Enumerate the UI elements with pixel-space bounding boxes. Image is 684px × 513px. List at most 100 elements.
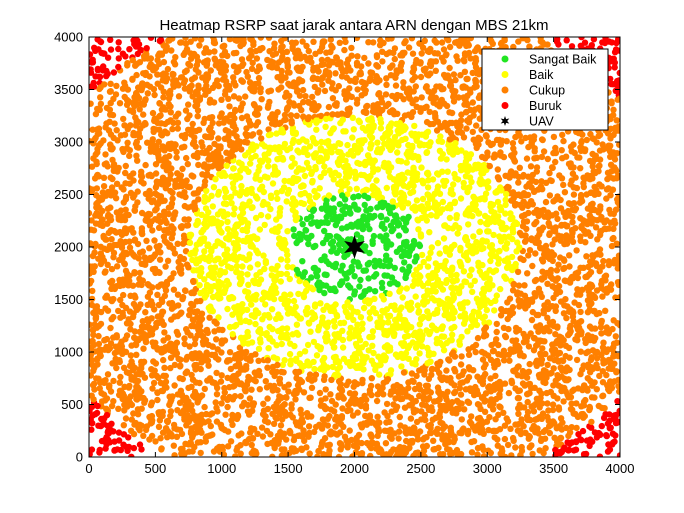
- data-point-cukup: [193, 53, 201, 60]
- data-point-baik: [334, 371, 342, 379]
- data-point-baik: [466, 272, 473, 279]
- data-point-cukup: [328, 376, 335, 384]
- data-point-cukup: [451, 365, 458, 373]
- data-point-cukup: [170, 442, 177, 449]
- data-point-baik: [364, 152, 372, 159]
- data-point-cukup: [506, 357, 513, 364]
- data-point-baik: [242, 226, 250, 234]
- data-point-cukup: [498, 450, 505, 457]
- data-point-baik: [313, 352, 321, 359]
- data-point-baik: [258, 330, 265, 337]
- data-point-cukup: [121, 212, 129, 220]
- data-point-baik: [460, 268, 468, 275]
- data-point-cukup: [335, 394, 342, 401]
- data-point-cukup: [501, 37, 508, 44]
- data-point-cukup: [546, 169, 553, 177]
- data-point-cukup: [557, 434, 564, 442]
- data-point-sangat-baik: [308, 274, 315, 281]
- data-point-baik: [359, 320, 366, 327]
- data-point-baik: [366, 315, 374, 322]
- data-point-baik: [440, 235, 448, 242]
- data-point-cukup: [162, 425, 170, 432]
- data-point-baik: [472, 201, 479, 208]
- data-point-cukup: [256, 105, 263, 112]
- data-point-baik: [321, 163, 328, 170]
- data-point-baik: [443, 277, 450, 284]
- data-point-cukup: [423, 103, 430, 111]
- data-point-cukup: [460, 368, 467, 375]
- data-point-sangat-baik: [395, 220, 403, 228]
- data-point-cukup: [243, 125, 250, 132]
- data-point-cukup: [148, 432, 156, 440]
- data-point-baik: [385, 143, 392, 150]
- data-point-baik: [296, 149, 303, 156]
- data-point-cukup: [450, 349, 457, 356]
- data-point-baik: [284, 190, 291, 197]
- data-point-cukup: [195, 126, 203, 133]
- data-point-cukup: [570, 318, 577, 325]
- data-point-cukup: [93, 160, 100, 168]
- data-point-sangat-baik: [413, 254, 420, 262]
- data-point-cukup: [368, 69, 376, 77]
- data-point-cukup: [446, 43, 454, 51]
- data-point-baik: [254, 261, 261, 268]
- data-point-baik: [442, 245, 449, 252]
- data-point-baik: [411, 122, 418, 130]
- data-point-baik: [242, 165, 250, 173]
- data-point-cukup: [167, 203, 175, 210]
- data-point-cukup: [104, 220, 111, 227]
- data-point-cukup: [564, 207, 572, 215]
- data-point-cukup: [227, 365, 235, 373]
- data-point-cukup: [232, 453, 239, 457]
- data-point-cukup: [152, 184, 160, 191]
- data-point-cukup: [516, 352, 524, 359]
- data-point-cukup: [122, 238, 129, 246]
- data-point-cukup: [568, 177, 575, 184]
- data-point-cukup: [181, 287, 189, 294]
- data-point-cukup: [106, 242, 114, 249]
- data-point-cukup: [190, 277, 197, 285]
- data-point-baik: [188, 249, 195, 257]
- data-point-cukup: [536, 447, 543, 454]
- data-point-baik: [257, 339, 264, 346]
- data-point-baik: [403, 285, 410, 292]
- data-point-baik: [307, 328, 314, 335]
- data-point-cukup: [100, 137, 107, 144]
- data-point-cukup: [514, 363, 521, 371]
- data-point-cukup: [558, 147, 565, 154]
- data-point-baik: [444, 168, 451, 175]
- data-point-baik: [477, 218, 484, 226]
- data-point-cukup: [552, 158, 559, 166]
- data-point-cukup: [302, 93, 309, 100]
- data-point-cukup: [341, 46, 348, 54]
- data-point-cukup: [305, 47, 312, 55]
- data-point-cukup: [551, 148, 559, 155]
- data-point-baik: [284, 228, 291, 235]
- data-point-cukup: [187, 62, 194, 69]
- data-point-baik: [296, 350, 304, 358]
- data-point-cukup: [407, 415, 415, 422]
- data-point-cukup: [100, 391, 108, 398]
- data-point-baik: [228, 173, 235, 180]
- data-point-cukup: [90, 396, 97, 403]
- data-point-cukup: [577, 348, 584, 355]
- data-point-cukup: [271, 45, 278, 52]
- data-point-cukup: [186, 343, 193, 350]
- data-point-baik: [446, 146, 453, 154]
- data-point-cukup: [171, 313, 178, 320]
- data-point-cukup: [319, 81, 326, 88]
- data-point-cukup: [123, 332, 131, 339]
- data-point-baik: [412, 293, 419, 300]
- data-point-cukup: [127, 320, 134, 328]
- data-point-baik: [236, 192, 243, 199]
- data-point-sangat-baik: [308, 220, 315, 227]
- data-point-cukup: [518, 138, 525, 145]
- data-point-baik: [246, 296, 253, 303]
- data-point-baik: [292, 212, 299, 220]
- data-point-baik: [235, 159, 243, 166]
- data-point-cukup: [552, 331, 559, 338]
- data-point-baik: [256, 163, 263, 170]
- data-point-cukup: [146, 245, 153, 252]
- data-point-cukup: [554, 215, 561, 223]
- data-point-cukup: [230, 74, 237, 81]
